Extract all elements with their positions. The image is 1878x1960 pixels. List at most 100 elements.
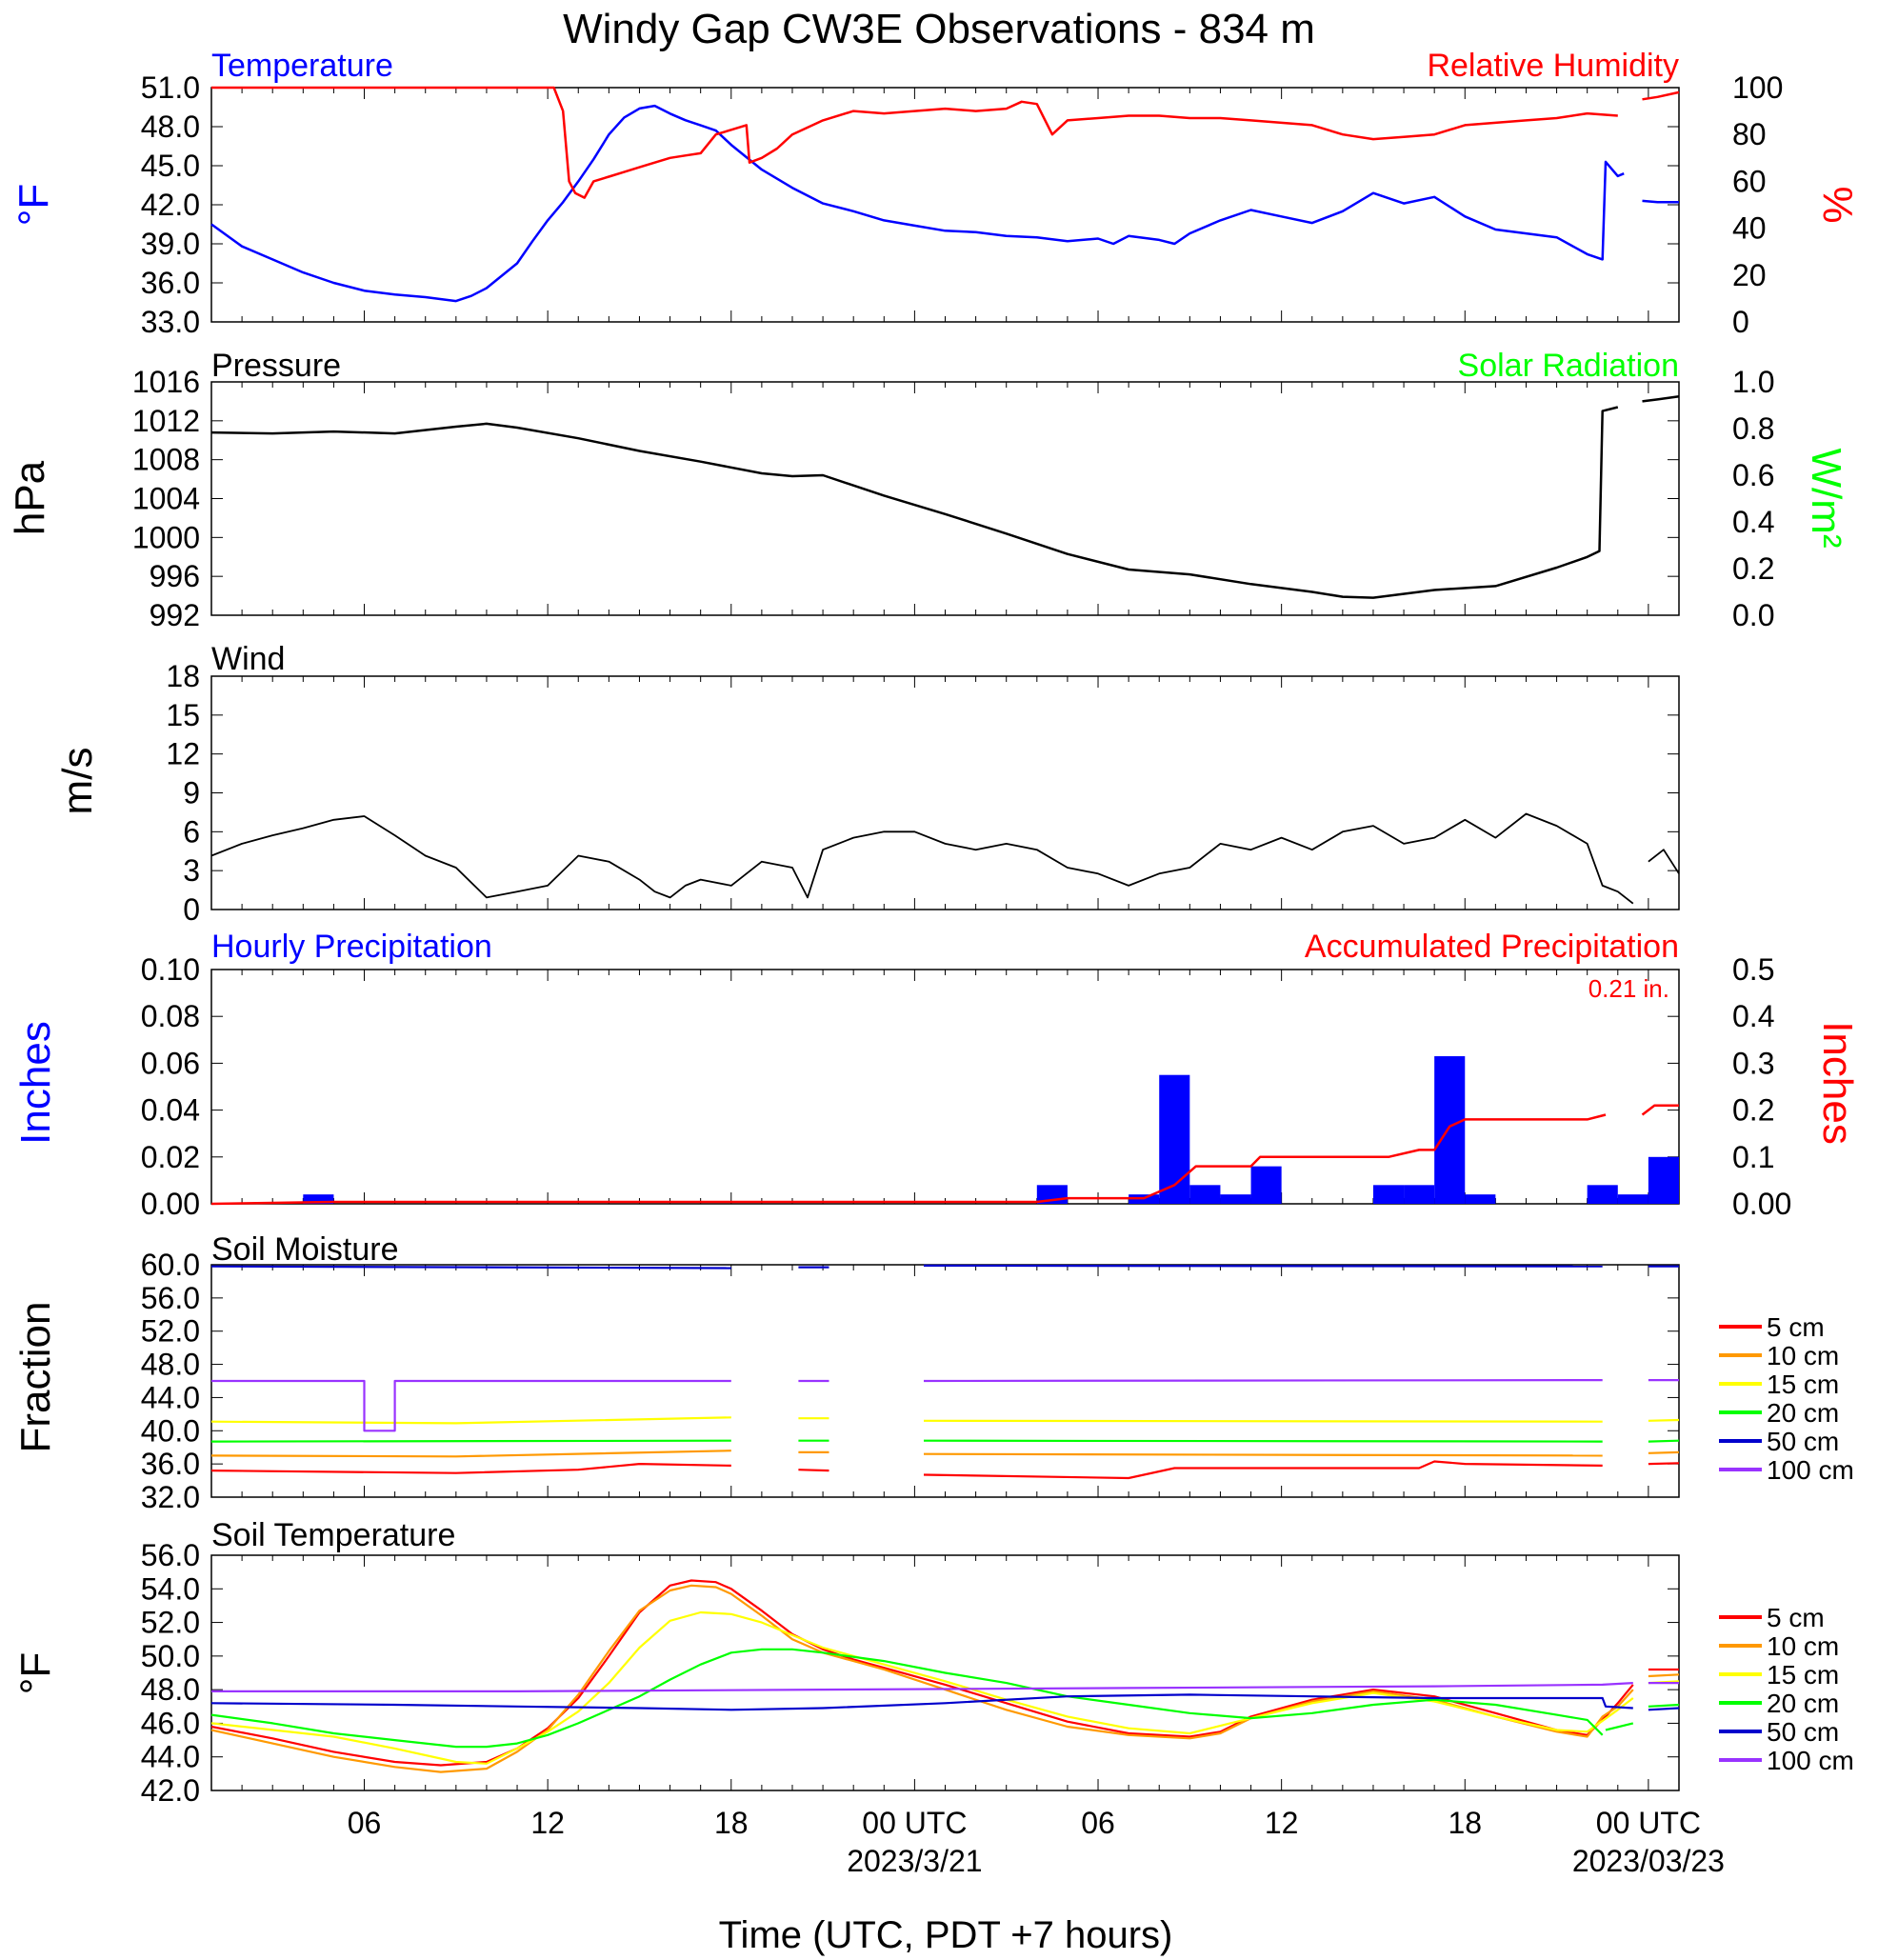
accumulated-precip-line-tail	[1641, 1104, 1679, 1116]
hourly-precip-bar	[1465, 1194, 1496, 1204]
soil-moisture-line-5cm-0	[210, 1463, 731, 1474]
pressure-ytick-label: 1004	[132, 482, 200, 516]
wind-plot: 18 15 12 9 6 3 0	[166, 659, 1680, 927]
soil-temperature-title: Soil Temperature	[211, 1517, 455, 1553]
hourly-precip-title: Hourly Precipitation	[211, 929, 492, 965]
soil-moisture-ytick-label: 52.0	[141, 1314, 200, 1349]
wind-ytick-label: 12	[166, 737, 200, 771]
solar-ytick-label-right: 0.4	[1732, 505, 1774, 539]
solar-ytick-label-right: 0.8	[1732, 411, 1774, 446]
soil-temperature-legend-label: 20 cm	[1767, 1689, 1839, 1718]
panel-wind: Wind m/s 18 15 12 9 6 3 0	[54, 641, 1680, 927]
soil-temperature-ytick-label: 48.0	[141, 1672, 200, 1707]
panel-pressure-solar: Pressure Solar Radiation hPa W/m² 101610…	[7, 348, 1849, 632]
soil-moisture-line-15cm-0	[210, 1416, 731, 1425]
soil-moisture-ytick-label: 56.0	[141, 1281, 200, 1315]
solar-ytick-label-right: 0.0	[1732, 598, 1774, 632]
humidity-ytick-label-right: 40	[1732, 211, 1767, 246]
panel-precipitation: Hourly Precipitation Accumulated Precipi…	[12, 929, 1861, 1221]
figure-title: Windy Gap CW3E Observations - 834 m	[563, 6, 1315, 52]
humidity-line-3	[1642, 90, 1680, 101]
hourly-precip-bar	[1617, 1194, 1648, 1204]
soil-moisture-line-10cm-0	[210, 1450, 731, 1458]
hourly-precip-ytick-label: 0.04	[141, 1093, 200, 1128]
hourly-precip-ytick-label: 0.10	[141, 952, 200, 987]
soil-moisture-line-50cm-0	[210, 1265, 731, 1270]
soil-moisture-line-100cm-2	[923, 1379, 1603, 1383]
accum-precip-ytick-label-right: 0.00	[1732, 1187, 1791, 1221]
temperature-ytick-label: 51.0	[141, 70, 200, 105]
accum-precip-ytick-label-right: 0.4	[1732, 999, 1774, 1033]
soil-temperature-line-20cm-2	[1648, 1703, 1680, 1708]
wind-speed-line-1	[1648, 849, 1680, 874]
soil-moisture-ytick-label: 40.0	[141, 1413, 200, 1448]
wind-axis-label: m/s	[54, 748, 101, 815]
humidity-ytick-label-right: 0	[1732, 305, 1749, 339]
soil-temperature-line-50cm-1	[1648, 1707, 1680, 1711]
humidity-ytick-label-right: 60	[1732, 164, 1767, 198]
accumulated-precip-axis-label: Inches	[1814, 1021, 1861, 1145]
soil-temperature-line-10cm-1	[1648, 1673, 1680, 1678]
hourly-precip-ytick-label: 0.08	[141, 999, 200, 1033]
soil-temperature-line-100cm-0	[211, 1682, 1633, 1692]
soil-moisture-line-50cm-2	[923, 1264, 1603, 1268]
time-axis: 06 12 18 00 UTC 2023/3/21 06 12 18 00 UTC 2023/03…	[348, 1806, 1725, 1878]
hourly-precip-bar	[1372, 1185, 1405, 1204]
temperature-ytick-label: 33.0	[141, 305, 200, 339]
soil-temperature-legend-label: 10 cm	[1767, 1631, 1839, 1661]
wind-ytick-label: 15	[166, 698, 200, 732]
wind-ytick-label: 9	[183, 776, 200, 810]
pressure-ytick-label: 1000	[132, 520, 200, 554]
soil-temperature-legend-label: 15 cm	[1767, 1660, 1839, 1690]
pressure-ytick-label: 1008	[132, 443, 200, 477]
solar-ytick-label-right: 1.0	[1732, 365, 1774, 399]
time-tick-label: 18	[714, 1806, 749, 1840]
date-label: 2023/3/21	[847, 1844, 982, 1878]
pressure-line-0	[210, 406, 1619, 599]
soil-temperature-line-20cm-1	[1605, 1722, 1634, 1731]
accumulated-precip-title: Accumulated Precipitation	[1305, 929, 1679, 965]
accum-precip-ytick-label-right: 0.3	[1732, 1046, 1774, 1080]
panel-soil-temperature: Soil Temperature °F 56.054.052.050.048.0…	[12, 1517, 1854, 1808]
temperature-line-0	[210, 104, 1625, 303]
time-axis-label: Time (UTC, PDT +7 hours)	[719, 1914, 1173, 1956]
date-label: 2023/03/23	[1572, 1844, 1725, 1878]
temperature-title: Temperature	[211, 48, 393, 84]
pressure-ytick-label: 1012	[132, 404, 200, 438]
time-tick-label: 12	[530, 1806, 565, 1840]
soil-moisture-legend-label: 5 cm	[1767, 1312, 1825, 1342]
soil-moisture-line-10cm-2	[923, 1452, 1603, 1457]
humidity-axis-label: %	[1814, 186, 1861, 223]
solar-ytick-label-right: 0.6	[1732, 458, 1774, 492]
soil-temperature-ytick-label: 44.0	[141, 1740, 200, 1774]
pressure-line-1	[1642, 395, 1680, 403]
soil-moisture-line-10cm-3	[1648, 1450, 1680, 1454]
soil-moisture-line-20cm-2	[923, 1439, 1603, 1443]
soil-moisture-legend-label: 100 cm	[1767, 1455, 1854, 1485]
soil-temperature-legend-label: 5 cm	[1767, 1603, 1825, 1632]
soil-moisture-ytick-label: 60.0	[141, 1248, 200, 1282]
hourly-precip-bar	[1404, 1185, 1435, 1204]
temperature-ytick-label: 45.0	[141, 149, 200, 183]
solar-axis-label: W/m²	[1803, 448, 1849, 548]
soil-temperature-plot: 56.054.052.050.048.046.044.042.0	[141, 1538, 1680, 1808]
soil-moisture-ytick-label: 44.0	[141, 1380, 200, 1414]
soil-moisture-legend-label: 10 cm	[1767, 1341, 1839, 1370]
soil-moisture-line-5cm-3	[1648, 1462, 1680, 1466]
hourly-precip-ytick-label: 0.00	[141, 1187, 200, 1221]
pressure-title: Pressure	[211, 348, 341, 384]
time-tick-label: 00 UTC	[862, 1806, 967, 1840]
soil-temperature-ytick-label: 52.0	[141, 1606, 200, 1640]
soil-temperature-ytick-label: 50.0	[141, 1639, 200, 1673]
humidity-title: Relative Humidity	[1427, 48, 1679, 84]
soil-moisture-legend-label: 15 cm	[1767, 1370, 1839, 1399]
hourly-precip-bar	[303, 1194, 334, 1204]
temperature-humidity-plot: 51.0 48.0 45.0 42.0 39.0 36.0 33.0 100 80 60 40 20 0	[141, 70, 1784, 339]
soil-moisture-line-15cm-3	[1648, 1418, 1680, 1422]
time-tick-label: 12	[1265, 1806, 1299, 1840]
soil-moisture-legend-label: 50 cm	[1767, 1427, 1839, 1456]
solar-radiation-title: Solar Radiation	[1458, 348, 1679, 384]
soil-moisture-line-20cm-0	[210, 1439, 731, 1443]
